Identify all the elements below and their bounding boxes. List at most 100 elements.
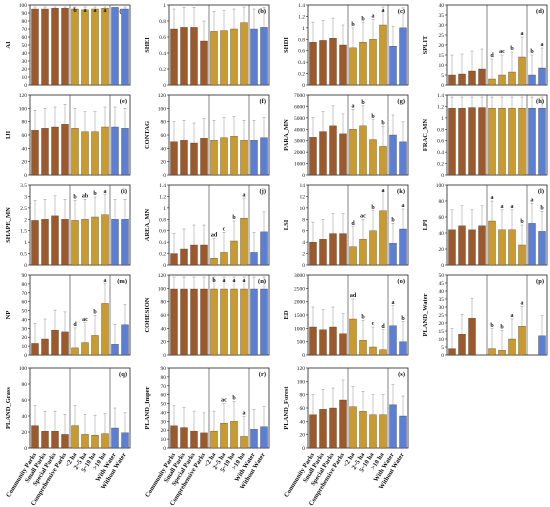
significance-letter: b [401, 316, 405, 322]
bar [448, 74, 456, 86]
y-tick-label: 20 [22, 430, 28, 436]
y-tick-label: 50 [439, 273, 445, 279]
bar [31, 8, 39, 86]
y-tick-label: 0 [302, 83, 305, 89]
y-axis-label: SHEI [144, 37, 151, 53]
significance-letter: ab [82, 193, 89, 199]
bar [170, 425, 178, 449]
y-tick-label: 1 [302, 26, 305, 32]
bar [329, 125, 337, 176]
bar [210, 430, 218, 449]
bar [389, 404, 397, 449]
bar [121, 128, 129, 176]
bar [230, 288, 238, 356]
y-tick-label: 40 [439, 231, 445, 237]
bar [101, 214, 109, 266]
bar [190, 288, 198, 356]
y-tick-label: 3.5 [20, 183, 27, 189]
y-tick-label: 0 [302, 353, 305, 359]
significance-letter: b [381, 121, 385, 127]
bar [41, 219, 49, 266]
y-tick-label: 100 [19, 366, 28, 372]
significance-letter: a [94, 8, 97, 14]
bar [319, 409, 327, 449]
bar [359, 239, 367, 266]
bar [260, 231, 268, 266]
y-tick-label: 0 [441, 173, 444, 179]
y-tick-label: 5000 [294, 116, 305, 122]
y-axis-label: PLAND_Grass [5, 387, 12, 429]
significance-letter: b [351, 22, 355, 28]
bar [41, 338, 49, 356]
bar [190, 430, 198, 449]
significance-letter: c [372, 321, 375, 327]
significance-letter: b [371, 114, 375, 120]
significance-letter: a [541, 42, 544, 48]
bar [359, 340, 367, 356]
bar [220, 30, 228, 86]
bar [250, 140, 258, 176]
panel-b: 0 0.2 0.4 0.6 0.8 1 SHEI (b) [144, 3, 270, 89]
y-axis-label: ED [283, 310, 290, 319]
bar [359, 125, 367, 176]
y-tick-label: 120 [158, 93, 167, 99]
y-tick-label: 14 [300, 183, 306, 189]
bar [240, 140, 248, 176]
y-tick-label: 1500 [294, 313, 305, 319]
panel-letter: (m) [117, 278, 127, 285]
panel-h: 0 0.2 0.4 0.6 0.8 1 1.2 1.4 FRAC_MN (h) [422, 93, 548, 179]
bar [200, 432, 208, 449]
y-tick-label: 40 [22, 317, 28, 323]
significance-letter: ad [350, 293, 357, 299]
significance-letter: b [391, 217, 395, 223]
bar [111, 344, 119, 356]
y-tick-label: 15 [439, 53, 445, 59]
panel-p: 0 5 10 15 20 25 30 35 40 45 50 PLAND_Water (p) b b a a [422, 273, 548, 359]
bar [389, 325, 397, 356]
bar [349, 129, 357, 176]
bar [369, 139, 377, 176]
bar [339, 44, 347, 86]
y-tick-label: 0.6 [437, 139, 444, 145]
significance-letter: d [381, 324, 385, 330]
bar [121, 219, 129, 266]
bar [230, 421, 238, 449]
y-tick-label: 90 [22, 273, 28, 279]
y-tick-label: 40 [300, 419, 306, 425]
bar [478, 68, 486, 86]
panel-e: 0 20 40 60 80 100 120 IJI (e) [5, 93, 131, 179]
y-tick-label: 1.2 [298, 14, 305, 20]
bar [518, 107, 526, 176]
y-tick-label: 0 [163, 353, 166, 359]
significance-letter: ac [499, 49, 505, 55]
bar [111, 126, 119, 176]
y-tick-label: 30 [439, 305, 445, 311]
bar [101, 8, 109, 86]
y-tick-label: 80 [161, 300, 167, 306]
y-tick-label: 6000 [294, 104, 305, 110]
bar [230, 240, 238, 266]
significance-letter: b [361, 100, 365, 106]
y-tick-label: 0 [302, 173, 305, 179]
significance-letter: b [540, 206, 544, 212]
y-tick-label: 30 [22, 326, 28, 332]
y-axis-label: PLAND_Imper [144, 386, 151, 429]
panel-letter: (h) [536, 98, 544, 105]
panel-letter: (i) [121, 188, 127, 195]
y-tick-label: 2.5 [20, 206, 27, 212]
bar [240, 436, 248, 449]
bar [170, 288, 178, 356]
y-tick-label: 100 [158, 286, 167, 292]
y-tick-label: 5 [441, 73, 444, 79]
y-tick-label: 4000 [294, 127, 305, 133]
y-tick-label: 2 [302, 252, 305, 258]
y-tick-label: 80 [439, 199, 445, 205]
panel-g: 0 1000 2000 3000 4000 5000 6000 7000 PARA_MN (g) a… [283, 93, 409, 179]
y-axis-label: IJI [5, 130, 12, 139]
bar [61, 434, 69, 449]
bar [478, 107, 486, 176]
y-tick-label: 60 [439, 215, 445, 221]
y-tick-label: 20 [22, 335, 28, 341]
panel-r: 0 10 20 30 40 50 60 70 80 90 PLAND_Imper (r) ac b a [144, 366, 270, 452]
